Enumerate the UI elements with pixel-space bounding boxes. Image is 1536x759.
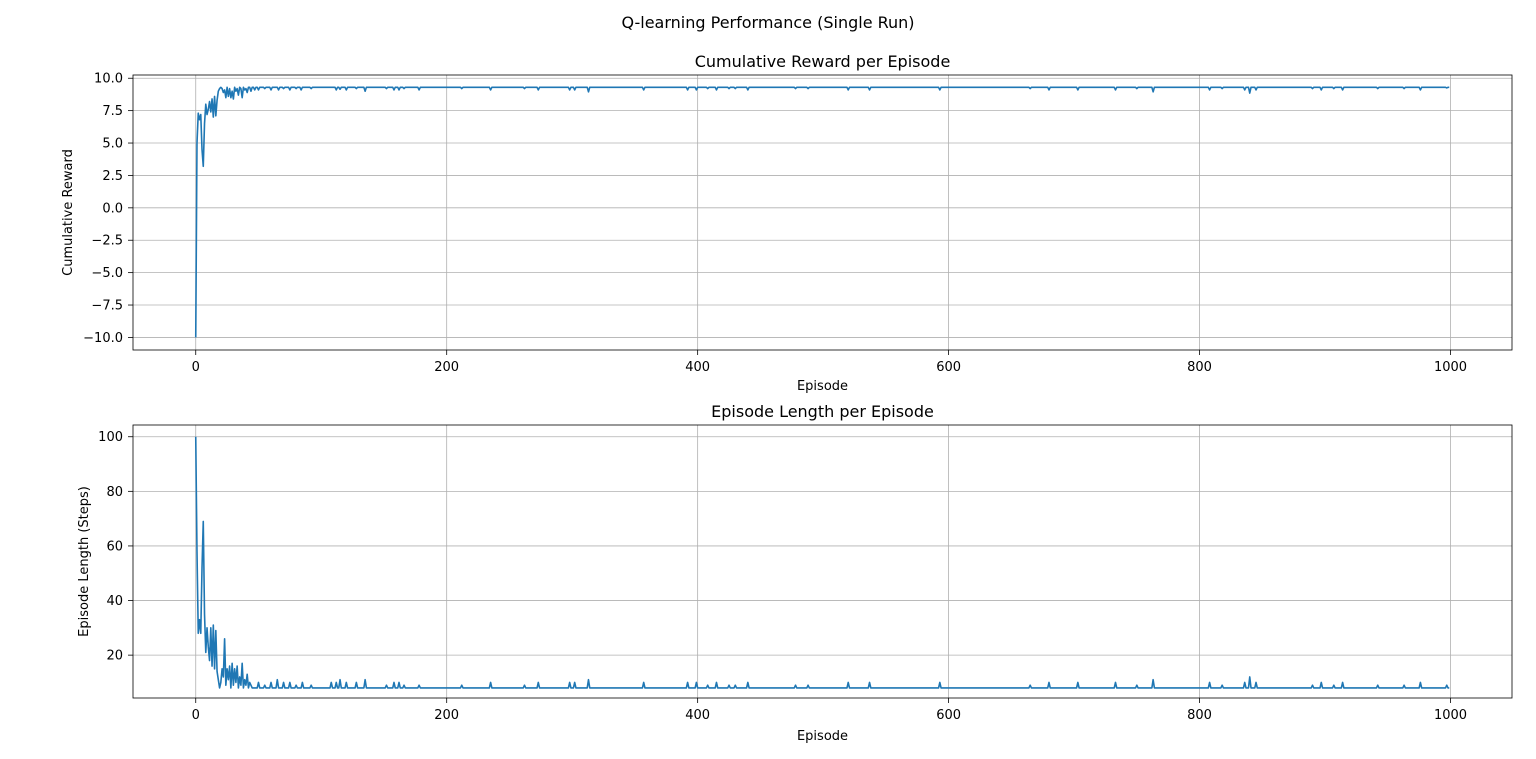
length-y-tick-label: 60 — [106, 539, 123, 554]
reward-x-tick-label: 1000 — [1434, 360, 1467, 375]
length-x-tick-label: 0 — [192, 708, 200, 723]
length-y-tick-label: 40 — [106, 594, 123, 609]
length-x-ticks: 0 200 400 600 800 1000 — [192, 698, 1467, 723]
reward-chart-title: Cumulative Reward per Episode — [695, 52, 951, 71]
reward-x-ticks: 0 200 400 600 800 1000 — [192, 350, 1467, 375]
length-y-ticks: 100 80 60 40 20 — [98, 430, 133, 664]
figure-suptitle: Q-learning Performance (Single Run) — [621, 13, 914, 32]
length-y-tick-label: 80 — [106, 485, 123, 500]
reward-y-tick-label: 10.0 — [94, 72, 123, 87]
length-x-tick-label: 600 — [936, 708, 961, 723]
reward-plot-frame — [132, 74, 1513, 351]
length-x-axis-label: Episode — [797, 729, 848, 744]
reward-x-tick-label: 200 — [434, 360, 459, 375]
length-line-layer — [194, 436, 1450, 689]
reward-y-tick-label: 0.0 — [102, 201, 123, 216]
reward-x-tick-label: 400 — [685, 360, 710, 375]
reward-series-line — [194, 86, 1450, 338]
reward-y-tick-label: −10.0 — [83, 331, 123, 346]
reward-y-tick-label: 7.5 — [102, 104, 123, 119]
length-series-line — [194, 436, 1450, 689]
length-x-tick-label: 400 — [685, 708, 710, 723]
reward-x-axis-label: Episode — [797, 379, 848, 394]
reward-x-tick-label: 600 — [936, 360, 961, 375]
reward-y-tick-label: 5.0 — [102, 137, 123, 152]
length-y-tick-label: 100 — [98, 430, 123, 445]
reward-x-tick-label: 800 — [1187, 360, 1212, 375]
length-axes: 0 200 400 600 800 1000 100 80 60 40 20 Episode Le… — [77, 402, 1513, 744]
reward-line-layer — [194, 86, 1450, 338]
length-x-tick-label: 1000 — [1434, 708, 1467, 723]
length-y-axis-label: Episode Length (Steps) — [77, 486, 92, 637]
reward-y-tick-label: 2.5 — [102, 169, 123, 184]
reward-grid — [133, 75, 1512, 350]
length-x-tick-label: 800 — [1187, 708, 1212, 723]
length-y-tick-label: 20 — [106, 649, 123, 664]
reward-x-tick-label: 0 — [192, 360, 200, 375]
length-plot-frame — [132, 424, 1513, 699]
length-chart-title: Episode Length per Episode — [711, 402, 934, 421]
reward-y-tick-label: −7.5 — [91, 299, 123, 314]
length-x-tick-label: 200 — [434, 708, 459, 723]
reward-y-axis-label: Cumulative Reward — [61, 149, 76, 276]
reward-y-tick-label: −5.0 — [91, 266, 123, 281]
reward-y-ticks: 10.0 7.5 5.0 2.5 0.0 −2.5 −5.0 −7.5 −10.0 — [83, 72, 133, 346]
reward-y-tick-label: −2.5 — [91, 234, 123, 249]
reward-axes: 0 200 400 600 800 1000 10.0 7.5 5.0 2.5 0.0 −2.5 −5… — [61, 52, 1513, 394]
